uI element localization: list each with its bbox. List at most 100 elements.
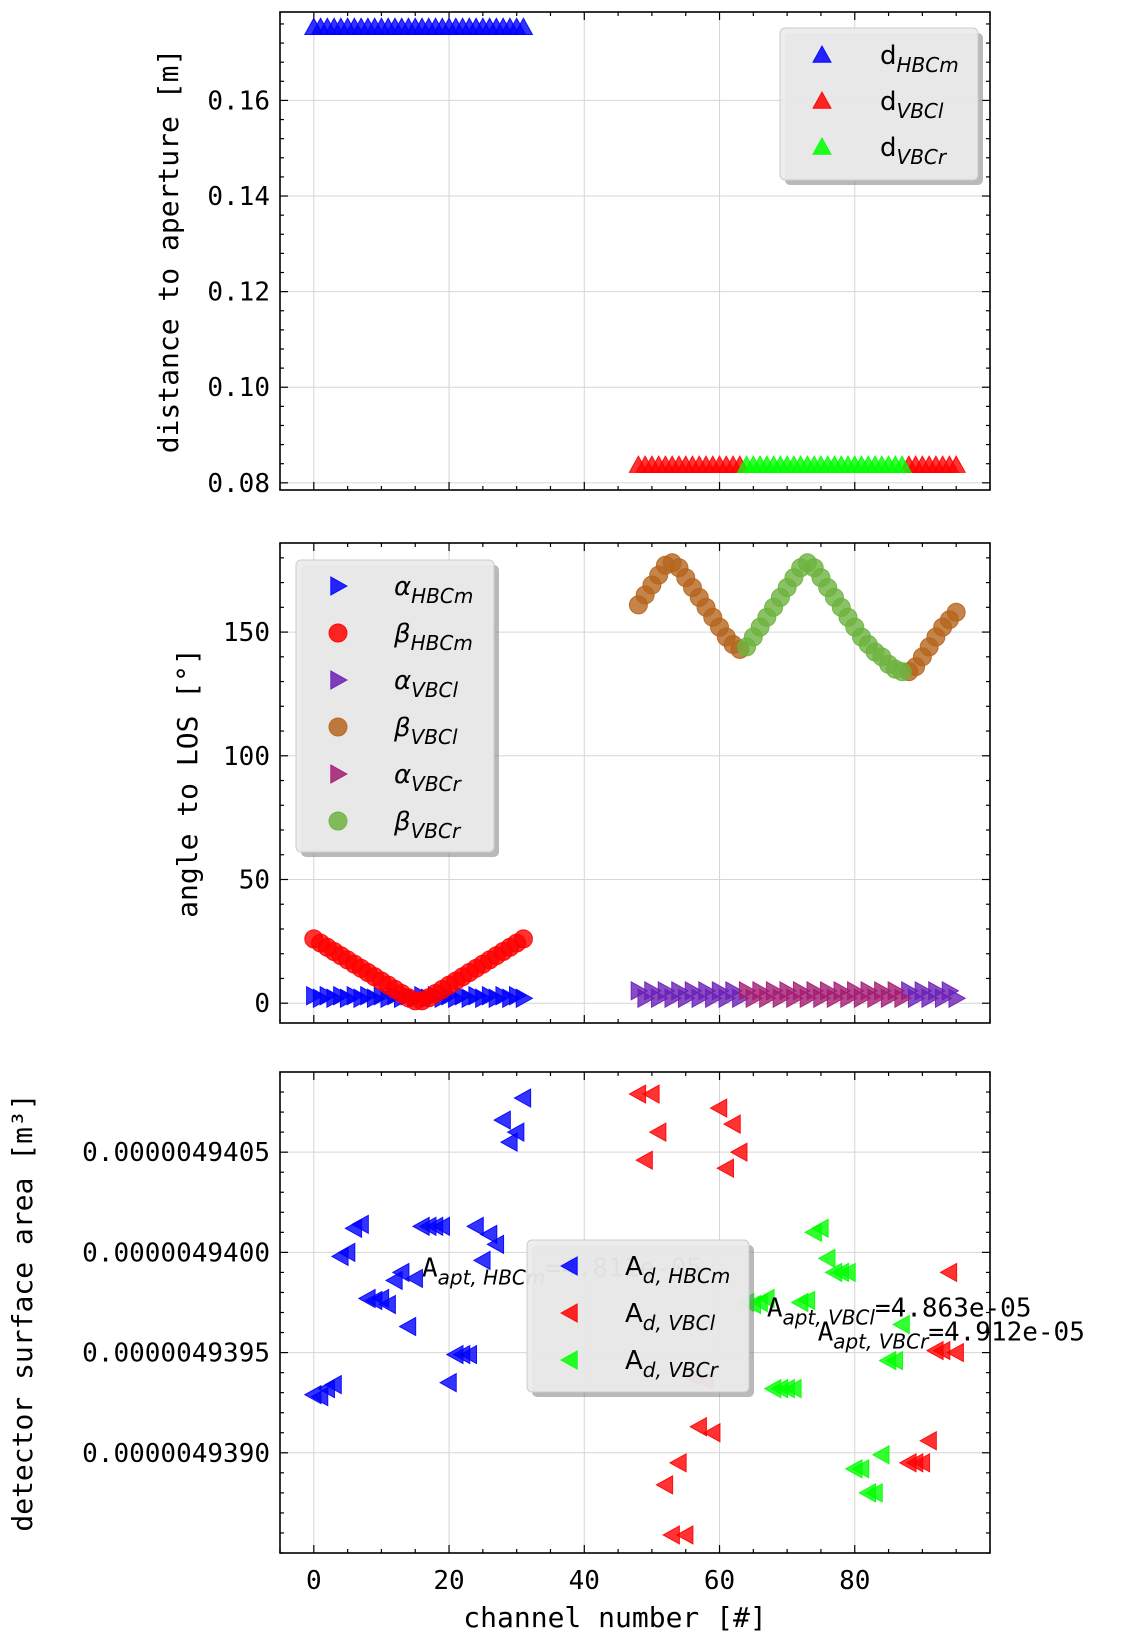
data-marks [304,553,967,1011]
legend-box [779,27,979,181]
legend-marker [328,623,348,643]
data-point [513,17,534,35]
y-tick-label: 0.0000049405 [82,1138,270,1168]
x-tick-label: 20 [433,1566,464,1596]
data-point [948,988,967,1009]
legend-entry: Ad, HBCm [625,1252,730,1288]
data-point [939,1262,958,1283]
data-point [817,1248,836,1269]
x-tick-label: 0 [306,1566,322,1596]
x-tick-label: 40 [569,1566,600,1596]
legend-marker [328,811,348,831]
legend-box [526,1239,750,1393]
legend-marker [559,1303,578,1323]
x-tick-label: 60 [704,1566,735,1596]
data-point [398,1316,417,1337]
data-point [675,1525,694,1545]
data-point [865,1483,883,1503]
y-tick-label: 150 [223,618,270,648]
data-point [655,1475,674,1495]
legend-marker [330,576,349,596]
y-tick-label: 50 [239,865,270,895]
data-point [885,1350,904,1371]
legend-marker [559,1256,578,1276]
series-vbcr [736,455,912,473]
data-point [337,1242,356,1263]
y-axis-label: angle to LOS [°] [171,648,204,918]
data-point [432,1216,450,1237]
data-point [378,1294,396,1315]
y-tick-label: 0.10 [207,373,270,403]
data-point [479,1224,498,1245]
data-point [459,1344,478,1365]
data-point [709,1098,728,1118]
series-dhbcm [303,1088,532,1407]
data-point [513,1088,532,1108]
legend-entry: βVBCr [393,807,462,843]
y-tick-label: 0.12 [207,278,270,308]
data-point [635,1150,653,1171]
data-point [351,1214,369,1235]
data-point [892,662,912,682]
data-point [506,1122,525,1142]
data-point [892,455,912,473]
legend-marker [559,1350,578,1370]
legend-marker [330,764,349,784]
legend-entry: αHBCm [394,572,473,608]
data-point [723,1114,741,1134]
data-point [499,1132,518,1152]
data-point [716,1158,734,1179]
legend-entry: βHBCm [393,619,473,655]
data-point [689,1416,707,1437]
data-point [439,1372,457,1393]
data-marks [303,17,967,473]
data-point [324,1374,342,1395]
data-point [493,1110,511,1130]
x-tick-label: 80 [839,1566,870,1596]
x-axis-label: channel number [#] [463,1601,766,1634]
y-axis-label: distance to aperture [m] [152,49,185,454]
data-point [946,602,966,622]
legend: αHBCm βHBCm αVBCl βVBCl αVBCr βVBCr [295,559,499,857]
legend-marker [812,90,832,109]
y-tick-label: 0.08 [207,469,270,499]
y-tick-label: 100 [223,742,270,772]
legend-entry: dHBCm [880,41,959,77]
y-tick-label: 0 [254,989,270,1019]
legend: Ad, HBCm Ad, VBCl Ad, VBCr [526,1239,754,1397]
data-point [797,1290,816,1311]
y-tick-label: 0.16 [207,86,270,116]
legend-marker [812,44,832,63]
data-point [702,1422,721,1443]
legend-entry: dVBCr [880,133,948,169]
data-point [472,1250,491,1271]
data-point [919,1430,937,1451]
data-point [892,1314,910,1335]
aperture-annotation: Aapt, VBCr=4.912e-05 [818,1318,1085,1354]
legend-marker [330,670,349,690]
data-point [837,1262,856,1283]
series-dvbcl [628,1084,964,1545]
data-point [486,1234,505,1255]
data-point [391,1262,410,1283]
aperture-annotation: Aapt, VBCl=4.863e-05 [767,1293,1032,1329]
y-tick-label: 0.0000049395 [82,1339,270,1369]
data-point [648,1122,667,1142]
data-point [946,1342,964,1363]
legend-marker [812,136,832,155]
legend-entry: βVBCl [393,713,458,749]
y-tick-label: 0.0000049390 [82,1439,270,1469]
data-point [912,1452,931,1473]
legend-entry: dVBCl [880,87,944,123]
data-point [894,988,913,1009]
y-tick-label: 0.14 [207,182,270,212]
series-vbcr [737,553,912,682]
plot-frame [279,11,991,491]
y-axis-label: detector surface area [m³] [6,1093,39,1531]
data-point [810,1218,829,1239]
data-point [871,1444,890,1465]
legend-entry: αVBCl [394,666,459,702]
series-vbcl [628,553,966,682]
data-point [756,1288,775,1309]
data-point [641,1084,660,1104]
